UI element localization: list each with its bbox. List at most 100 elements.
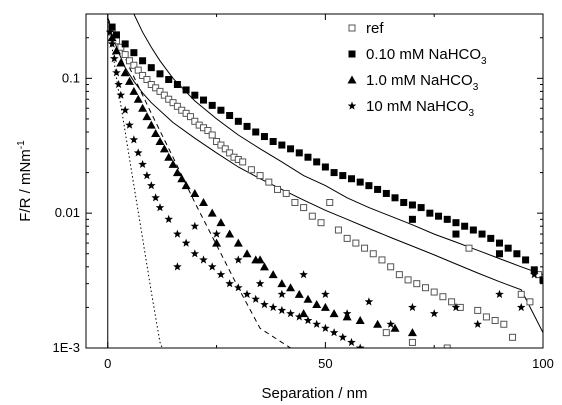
data-point bbox=[242, 249, 252, 258]
data-point bbox=[139, 71, 147, 79]
data-point bbox=[255, 255, 265, 264]
data-point bbox=[268, 302, 278, 312]
data-point bbox=[364, 297, 374, 306]
data-point bbox=[413, 280, 421, 288]
data-point bbox=[387, 263, 395, 271]
data-point bbox=[156, 70, 164, 78]
data-point bbox=[112, 68, 121, 77]
data-point bbox=[382, 329, 390, 337]
data-point bbox=[378, 256, 386, 264]
data-point bbox=[225, 279, 234, 288]
data-point bbox=[338, 332, 348, 341]
data-point bbox=[243, 122, 251, 130]
data-point bbox=[182, 86, 190, 94]
data-point bbox=[429, 309, 439, 318]
data-point bbox=[116, 90, 126, 99]
data-point bbox=[121, 40, 129, 48]
data-point bbox=[374, 185, 382, 193]
data-point bbox=[217, 141, 225, 149]
data-point bbox=[329, 328, 339, 337]
data-point bbox=[191, 91, 199, 99]
data-point bbox=[334, 226, 342, 234]
data-point bbox=[347, 337, 356, 347]
data-point bbox=[439, 293, 447, 301]
data-point bbox=[469, 226, 477, 234]
x-tick-label: 100 bbox=[532, 356, 554, 371]
data-point bbox=[303, 316, 313, 325]
data-point bbox=[295, 312, 304, 321]
y-axis: 1E-3 0.01 0.1 bbox=[53, 37, 543, 355]
data-point bbox=[451, 302, 461, 312]
data-point bbox=[461, 222, 469, 230]
data-point bbox=[365, 182, 373, 190]
data-point bbox=[152, 84, 160, 92]
series-2 bbox=[107, 33, 417, 337]
data-point bbox=[143, 76, 151, 84]
data-point bbox=[116, 58, 126, 67]
data-point bbox=[173, 229, 182, 238]
data-point bbox=[299, 309, 309, 318]
data-point bbox=[138, 103, 148, 112]
data-point bbox=[172, 168, 182, 177]
legend-marker bbox=[347, 101, 357, 110]
data-point bbox=[278, 141, 286, 149]
data-point bbox=[355, 315, 365, 324]
y-axis-title-sup: -1 bbox=[16, 140, 27, 149]
data-point bbox=[125, 120, 134, 129]
data-point bbox=[251, 294, 260, 303]
data-point bbox=[225, 229, 235, 238]
data-point bbox=[408, 201, 416, 209]
data-point bbox=[173, 102, 181, 110]
data-point bbox=[151, 193, 160, 202]
data-point bbox=[404, 276, 412, 284]
data-point bbox=[355, 343, 365, 348]
data-point bbox=[530, 266, 538, 274]
data-point bbox=[291, 198, 299, 206]
legend-label-main: 1.0 mM NaHCO bbox=[366, 72, 473, 89]
data-point bbox=[155, 203, 165, 212]
data-point bbox=[108, 23, 116, 31]
data-point bbox=[234, 117, 242, 125]
x-axis-title: Separation / nm bbox=[262, 385, 368, 402]
data-point bbox=[312, 319, 321, 328]
fit-curve-solid-1 bbox=[107, 17, 543, 333]
y-tick-label: 1E-3 bbox=[53, 340, 80, 355]
data-point bbox=[138, 159, 147, 168]
data-point bbox=[239, 158, 247, 166]
data-point bbox=[105, 27, 115, 36]
data-point bbox=[539, 276, 543, 284]
data-point bbox=[326, 198, 334, 206]
data-point bbox=[294, 289, 304, 298]
y-axis-title-main: F/R / mNm bbox=[17, 149, 34, 222]
data-point bbox=[386, 319, 395, 328]
data-point bbox=[342, 309, 352, 318]
data-point bbox=[530, 270, 539, 279]
data-point bbox=[286, 309, 295, 318]
data-point bbox=[151, 128, 161, 137]
data-point bbox=[173, 262, 182, 271]
data-point bbox=[421, 284, 429, 292]
data-point bbox=[147, 64, 155, 72]
data-point bbox=[110, 54, 119, 63]
data-point bbox=[443, 344, 451, 348]
legend-marker bbox=[348, 24, 356, 32]
data-point bbox=[313, 158, 321, 166]
data-point bbox=[321, 323, 330, 332]
data-point bbox=[320, 302, 330, 311]
data-point bbox=[107, 39, 117, 48]
plot-area bbox=[105, 14, 543, 348]
data-point bbox=[173, 81, 181, 89]
data-point bbox=[208, 101, 216, 109]
legend-label-sub: 3 bbox=[481, 56, 487, 67]
data-point bbox=[208, 131, 216, 139]
data-point bbox=[160, 91, 168, 99]
data-point bbox=[329, 309, 339, 318]
data-point bbox=[252, 128, 260, 136]
data-point bbox=[260, 133, 268, 141]
data-point bbox=[142, 171, 152, 180]
data-point bbox=[513, 250, 521, 258]
data-point bbox=[382, 189, 390, 197]
data-point bbox=[277, 279, 287, 288]
